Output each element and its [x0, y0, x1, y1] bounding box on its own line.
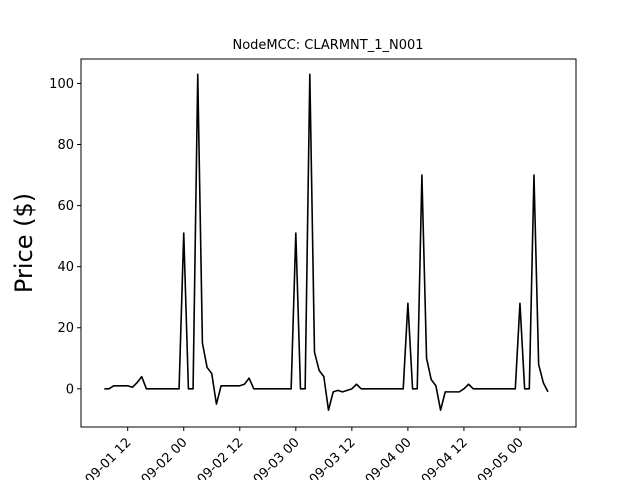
x-tick-label: 09-02 00: [139, 435, 191, 480]
x-tick-label: 09-04 00: [363, 435, 415, 480]
x-tick-label: 09-02 12: [195, 435, 247, 480]
x-tick-label: 09-03 00: [251, 435, 303, 480]
x-tick-label: 09-03 12: [307, 435, 359, 480]
y-tick-label: 20: [57, 321, 74, 336]
x-tick-label: 09-05 00: [475, 435, 527, 480]
y-axis-label: Price ($): [10, 193, 38, 293]
y-tick-label: 100: [49, 77, 74, 92]
x-tick-label: 09-04 12: [419, 435, 471, 480]
y-tick-label: 0: [66, 382, 74, 397]
plot-frame: [80, 58, 577, 428]
y-tick-label: 60: [57, 199, 74, 214]
y-tick-label: 80: [57, 138, 74, 153]
chart-title: NodeMCC: CLARMNT_1_N001: [232, 38, 423, 53]
x-tick-label: 09-01 12: [83, 435, 135, 480]
price-line: [104, 73, 549, 412]
y-tick-label: 40: [57, 260, 74, 275]
